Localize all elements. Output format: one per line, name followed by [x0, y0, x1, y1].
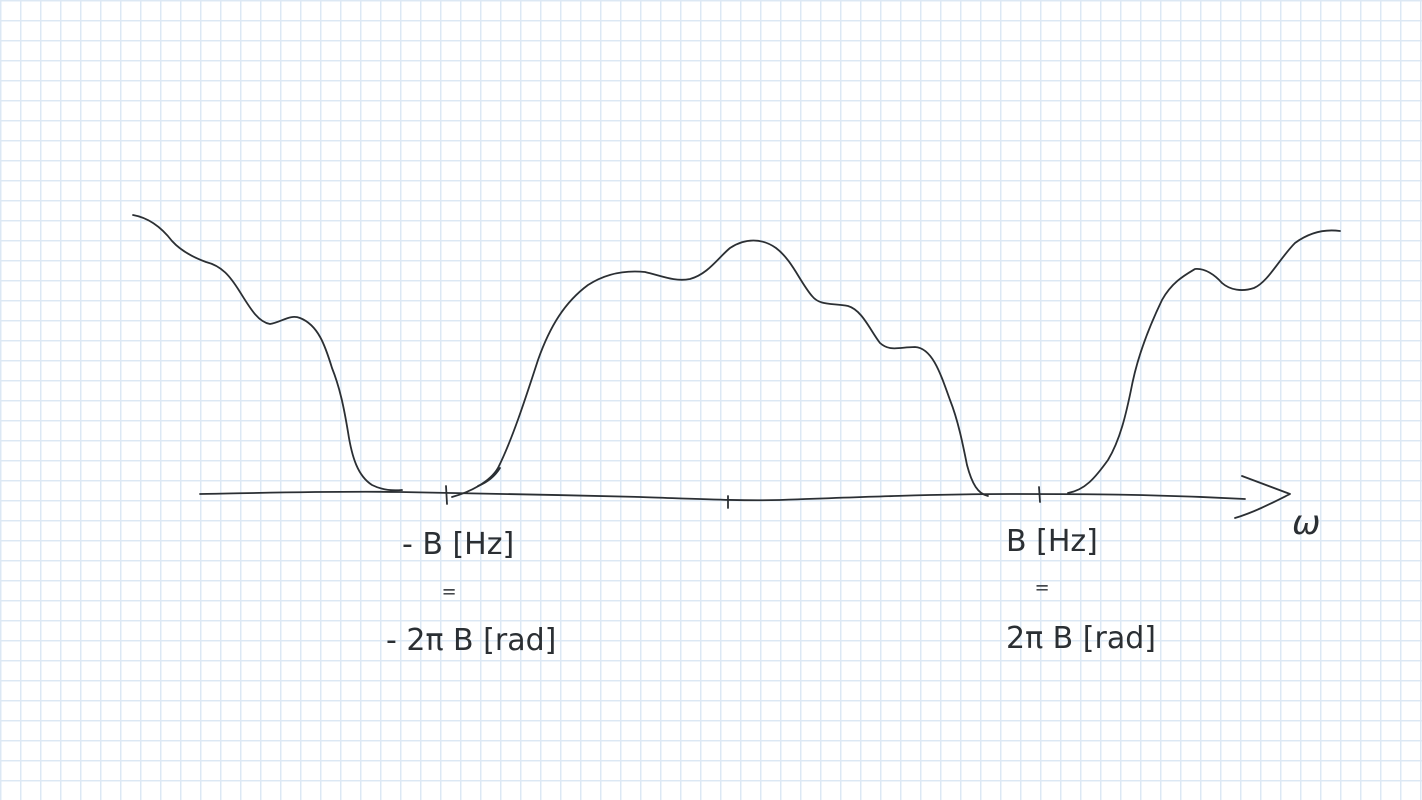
tick-minus-b	[445, 485, 448, 505]
left-replica-curve	[132, 214, 403, 492]
right-rad-label: 2π B [rad]	[1006, 621, 1156, 656]
left-equal-sign: ॥	[438, 585, 460, 597]
right-hz-label: B [Hz]	[1006, 524, 1098, 559]
frequency-axis	[199, 490, 1246, 502]
left-rad-label: - 2π B [rad]	[386, 623, 557, 658]
right-replica-curve	[1067, 229, 1341, 494]
left-hz-label: - B [Hz]	[402, 527, 515, 562]
axis-arrowhead	[1234, 475, 1291, 519]
baseband-start-stroke	[477, 467, 501, 487]
tick-plus-b	[1038, 486, 1041, 503]
axis-label-omega: ω	[1292, 503, 1321, 543]
baseband-curve	[451, 239, 989, 498]
right-equal-sign: ॥	[1031, 581, 1053, 593]
